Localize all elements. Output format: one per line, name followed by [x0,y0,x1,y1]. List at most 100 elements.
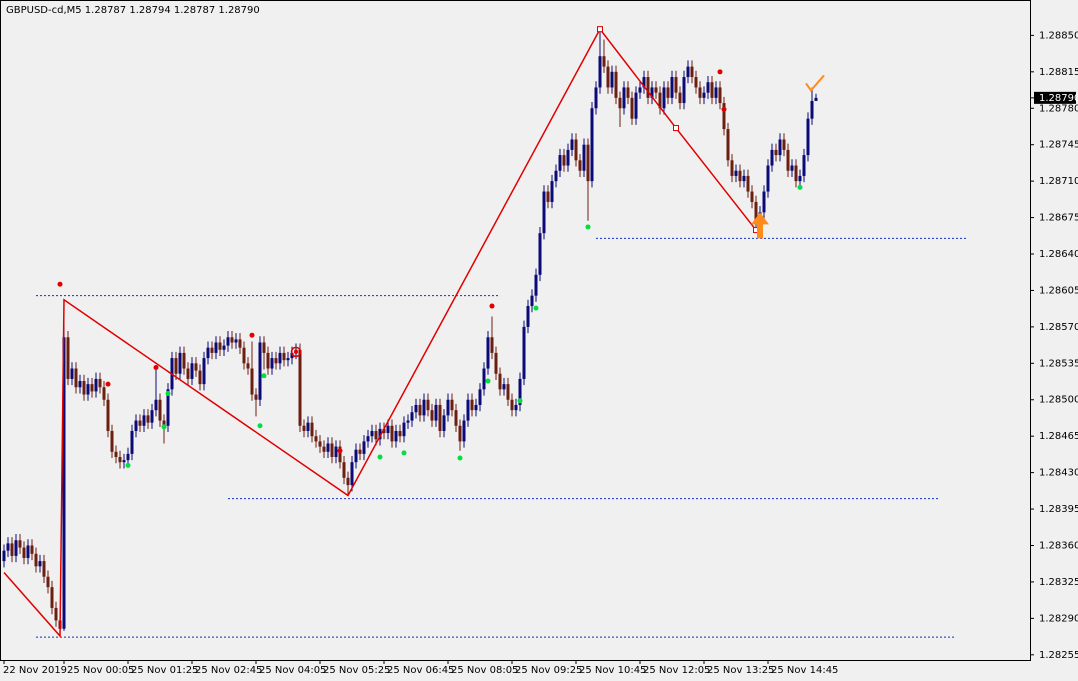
candle-body [434,404,438,421]
candle-body [494,352,498,374]
candle-body [678,92,682,104]
x-tick-label: 25 Nov 06:45 [387,665,454,676]
candle-body [558,155,562,171]
candle-body [106,399,110,431]
candle-body [770,149,774,166]
x-tick-label: 25 Nov 02:45 [195,665,262,676]
candle-body [34,553,38,567]
fractal-down [517,398,523,404]
candle-body [462,420,466,442]
candle-body [502,384,506,390]
fractal-up [249,332,255,338]
candle-body [26,545,30,558]
candle-body [354,449,358,463]
x-tick-label: 25 Nov 13:25 [707,665,774,676]
candle-body [282,352,286,361]
candle-body [562,155,566,166]
candle-body [602,56,606,67]
candle-body [446,399,450,416]
candle-body [374,430,378,440]
candle-body [270,358,274,369]
candle-body [382,428,386,434]
candle-body [190,363,194,379]
candle-body [2,550,6,562]
candle-body [182,352,186,369]
candle-body [290,352,294,359]
candle-body [266,352,270,369]
fractal-down [377,454,383,460]
fractal-up [57,281,63,287]
candle-body [766,165,770,192]
candle-body [650,87,654,98]
x-tick-label: 25 Nov 08:05 [451,665,518,676]
candle-body [86,384,90,395]
candle-body [370,430,374,437]
candle-body [338,446,342,463]
candle-body [398,430,402,437]
candle-body [250,368,254,395]
candle-body [750,191,754,202]
candle-body [642,77,646,88]
fractal-down [261,373,267,379]
candle-body [70,368,74,379]
candle-body [6,543,10,551]
candle-body [662,87,666,109]
candle-body [262,342,266,353]
candle-body [738,170,742,182]
candle-body [630,97,634,119]
candle-body [138,420,142,426]
zigzag-marker [597,26,603,33]
candle-body [810,100,814,119]
candle-body [510,399,514,411]
candle-body [206,347,210,359]
candle-body [470,399,474,411]
y-tick-label: 1.28710 [1039,176,1078,187]
candle-body [538,233,542,275]
candle-body [438,404,442,431]
candle-body [162,420,166,426]
candle-body [274,358,278,364]
x-tick-label: 25 Nov 12:05 [643,665,710,676]
fractal-up [721,106,727,112]
candle-body [226,337,230,346]
candle-body [550,181,554,202]
candle-body [734,170,738,176]
candle-body [522,326,526,379]
candle-body [330,443,334,458]
candle-body [702,92,706,98]
y-tick-label: 1.28465 [1039,431,1078,442]
candle-body [66,337,70,379]
candle-body [102,387,106,400]
x-tick-label: 25 Nov 14:45 [771,665,838,676]
candle-body [174,358,178,374]
fractal-up [337,448,343,454]
y-tick-label: 1.28745 [1039,140,1078,151]
candle-body [762,191,766,213]
candle-body [314,436,318,442]
fractal-up [153,364,159,370]
check-mark [805,74,825,93]
candle-body [402,422,406,437]
candle-body [458,425,462,442]
buy-arrow [751,212,769,239]
candle-body [406,420,410,423]
candle-body [386,425,390,434]
candle-body [378,428,382,440]
candle-body [246,363,250,369]
candle-body [598,56,602,88]
candle-body [482,368,486,390]
candle-body [430,410,434,421]
candle-body [638,87,642,93]
x-tick-label: 22 Nov 2019 [3,665,67,676]
candle-body [278,352,282,364]
y-tick-label: 1.28500 [1039,395,1078,406]
candle-body [358,449,362,454]
candle-body [94,378,98,392]
candle-body [38,561,42,567]
candle-body [82,381,86,395]
candle-body [478,389,482,405]
candle-body [350,462,354,486]
y-tick-label: 1.28640 [1039,249,1078,260]
y-tick-label: 1.28395 [1039,504,1078,515]
